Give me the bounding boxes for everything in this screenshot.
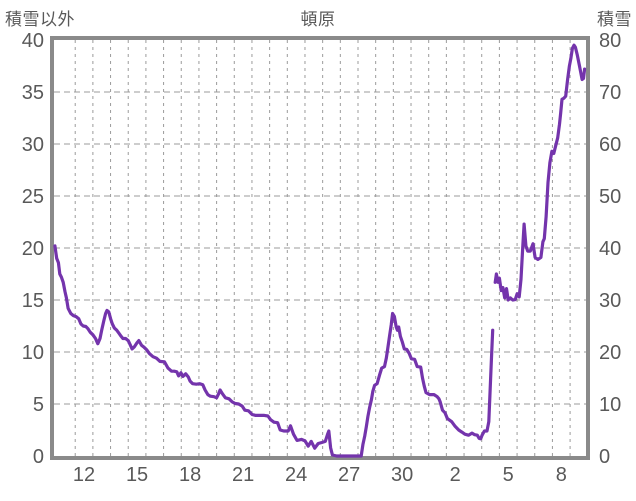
- right-axis-title: 積雪: [597, 10, 632, 29]
- x-tick-label: 8: [556, 464, 567, 486]
- y-left-tick-label: 5: [33, 394, 44, 416]
- x-tick-label: 18: [179, 464, 201, 486]
- y-left-tick-label: 30: [22, 134, 44, 156]
- y-right-tick-label: 10: [599, 394, 621, 416]
- x-tick-label: 30: [391, 464, 413, 486]
- y-left-tick-label: 25: [22, 186, 44, 208]
- y-left-tick-label: 35: [22, 82, 44, 104]
- x-tick-label: 27: [338, 464, 360, 486]
- y-left-tick-label: 20: [22, 238, 44, 260]
- y-left-tick-label: 10: [22, 342, 44, 364]
- snow-depth-line-segment: [53, 244, 495, 458]
- x-tick-label: 12: [73, 464, 95, 486]
- x-tick-label: 24: [285, 464, 307, 486]
- x-tick-label: 5: [503, 464, 514, 486]
- snow-depth-line-segment: [493, 43, 587, 302]
- chart-title: 頓原: [300, 10, 336, 29]
- y-right-tick-label: 50: [599, 186, 621, 208]
- y-right-tick-label: 70: [599, 82, 621, 104]
- x-tick-label: 21: [232, 464, 254, 486]
- y-left-tick-label: 15: [22, 290, 44, 312]
- y-left-tick-label: 0: [33, 446, 44, 468]
- x-tick-label: 2: [450, 464, 461, 486]
- x-tick-label: 15: [126, 464, 148, 486]
- y-right-tick-label: 40: [599, 238, 621, 260]
- y-right-tick-label: 20: [599, 342, 621, 364]
- y-right-tick-label: 80: [599, 30, 621, 52]
- plot-border: [50, 36, 590, 460]
- y-right-tick-label: 60: [599, 134, 621, 156]
- left-axis-title: 積雪以外: [5, 10, 75, 29]
- y-right-tick-label: 0: [599, 446, 610, 468]
- y-right-tick-label: 30: [599, 290, 621, 312]
- y-left-tick-label: 40: [22, 30, 44, 52]
